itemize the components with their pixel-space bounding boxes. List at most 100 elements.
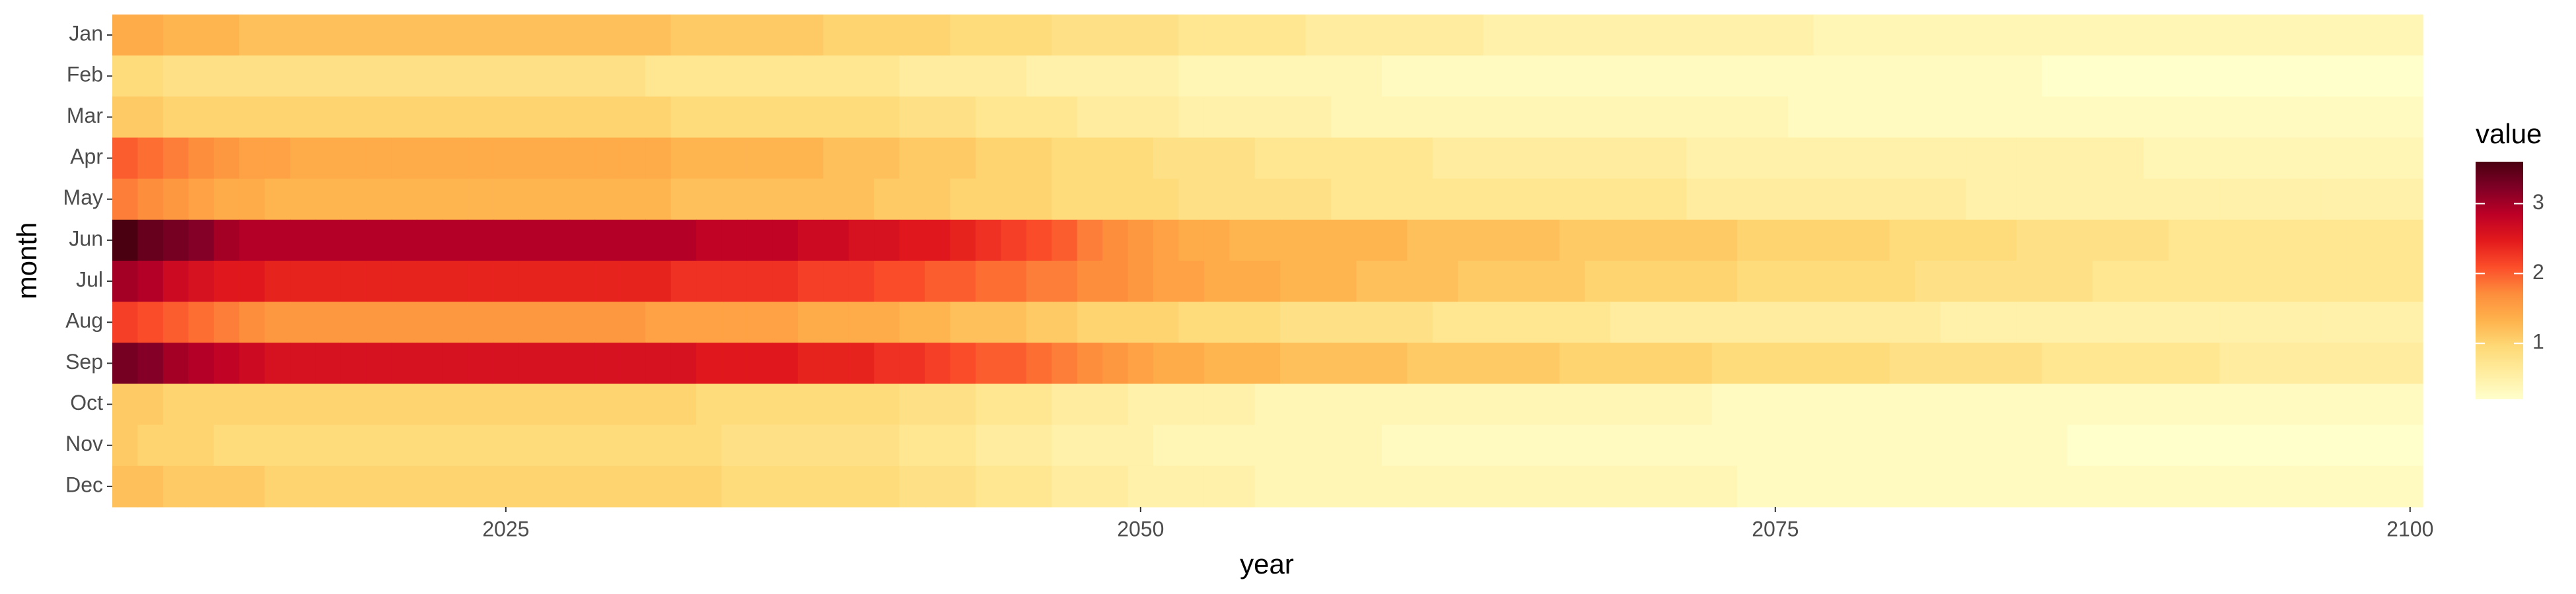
heat-cell bbox=[1381, 219, 1408, 261]
heat-cell bbox=[1610, 424, 1636, 467]
heat-cell bbox=[162, 302, 189, 343]
heat-cell bbox=[417, 15, 443, 56]
heat-cell bbox=[2244, 219, 2271, 261]
heat-cell bbox=[2244, 15, 2271, 56]
heat-cell bbox=[2244, 261, 2271, 302]
heat-cell bbox=[1458, 219, 1484, 261]
heat-cell bbox=[1915, 96, 1941, 139]
heat-cell bbox=[1178, 261, 1205, 302]
heat-cell bbox=[1001, 15, 1027, 56]
heat-cell bbox=[544, 343, 570, 385]
heat-cell bbox=[2016, 302, 2043, 343]
heat-cell bbox=[874, 219, 900, 261]
heat-cell bbox=[315, 55, 341, 97]
heat-cell bbox=[1991, 302, 2017, 343]
heat-cell bbox=[2397, 55, 2423, 97]
heat-cell bbox=[1813, 15, 1840, 56]
heat-cell bbox=[1432, 178, 1458, 220]
heat-cell bbox=[1381, 383, 1408, 426]
heat-cell bbox=[670, 343, 697, 385]
colorbar-tick-label: 2 bbox=[2532, 260, 2544, 284]
heat-cell bbox=[1331, 302, 1357, 343]
heat-cell bbox=[1534, 383, 1560, 426]
heat-cell bbox=[519, 424, 545, 467]
heat-cell bbox=[2042, 343, 2068, 385]
heat-cell bbox=[1788, 219, 1814, 261]
heat-cell bbox=[1432, 424, 1458, 467]
heat-cell bbox=[721, 302, 748, 343]
heat-cell bbox=[1305, 96, 1332, 139]
heat-cell bbox=[315, 15, 341, 56]
heat-cell bbox=[899, 55, 925, 97]
heat-cell bbox=[1661, 424, 1687, 467]
heat-cell bbox=[823, 424, 849, 467]
heat-cell bbox=[391, 219, 417, 261]
heat-cell bbox=[925, 219, 951, 261]
heat-cell bbox=[1052, 137, 1078, 180]
heat-cell bbox=[2397, 15, 2423, 56]
heat-cell bbox=[2118, 261, 2144, 302]
heat-cell bbox=[391, 96, 417, 139]
heat-cell bbox=[1127, 465, 1154, 508]
heat-cell bbox=[1254, 219, 1281, 261]
heat-cell bbox=[2295, 343, 2322, 385]
heat-cell bbox=[239, 424, 266, 467]
heat-cell bbox=[2270, 96, 2297, 139]
heat-cell bbox=[2093, 383, 2119, 426]
heat-cell bbox=[2016, 261, 2043, 302]
heat-cell bbox=[493, 178, 519, 220]
heat-cell bbox=[1254, 302, 1281, 343]
heat-cell bbox=[1229, 15, 1256, 56]
heat-cell bbox=[746, 465, 773, 508]
heat-cell bbox=[2346, 302, 2373, 343]
heat-cell bbox=[1458, 96, 1484, 139]
heat-cell bbox=[1203, 383, 1230, 426]
heat-cell bbox=[2397, 96, 2423, 139]
heat-cell bbox=[1610, 178, 1636, 220]
heat-cell bbox=[772, 343, 799, 385]
heat-cell bbox=[544, 96, 570, 139]
heat-cell bbox=[213, 55, 240, 97]
heat-cell bbox=[696, 465, 723, 508]
heat-cell bbox=[1356, 219, 1382, 261]
heat-cell bbox=[1052, 178, 1078, 220]
heat-cell bbox=[1762, 15, 1789, 56]
heat-cell bbox=[1432, 219, 1458, 261]
heat-cell bbox=[975, 178, 1001, 220]
heat-cell bbox=[2093, 96, 2119, 139]
heat-cell bbox=[1052, 96, 1078, 139]
heat-cell bbox=[1178, 343, 1205, 385]
heat-cell bbox=[2168, 137, 2195, 180]
heat-cell bbox=[2321, 55, 2347, 97]
heat-cell bbox=[950, 178, 976, 220]
heat-cell bbox=[2219, 96, 2246, 139]
heat-cell bbox=[1661, 261, 1687, 302]
x-axis-title: year bbox=[1240, 548, 1294, 579]
heat-cell bbox=[620, 15, 646, 56]
heat-cell bbox=[264, 343, 291, 385]
heat-cell bbox=[1432, 383, 1458, 426]
heat-cell bbox=[2168, 15, 2195, 56]
heat-cell bbox=[2295, 424, 2322, 467]
heat-cell bbox=[1254, 178, 1281, 220]
heat-cell bbox=[1483, 383, 1509, 426]
heat-cell bbox=[1331, 383, 1357, 426]
heat-cell bbox=[417, 261, 443, 302]
heat-cell bbox=[1432, 55, 1458, 97]
heat-cell bbox=[1153, 261, 1180, 302]
heat-cell bbox=[137, 302, 164, 343]
heat-cell bbox=[797, 424, 824, 467]
heat-cell bbox=[1635, 15, 1662, 56]
heat-cell bbox=[264, 424, 291, 467]
heat-cell bbox=[2118, 465, 2144, 508]
heat-cell bbox=[2194, 261, 2221, 302]
heat-cell bbox=[2143, 96, 2170, 139]
heat-cell bbox=[1127, 219, 1154, 261]
heat-cell bbox=[2321, 343, 2347, 385]
heat-cell bbox=[1381, 178, 1408, 220]
heat-cell bbox=[1483, 465, 1509, 508]
heat-cell bbox=[366, 424, 392, 467]
heat-cell bbox=[1026, 383, 1052, 426]
heat-cell bbox=[2397, 137, 2423, 180]
heat-cell bbox=[1610, 15, 1636, 56]
